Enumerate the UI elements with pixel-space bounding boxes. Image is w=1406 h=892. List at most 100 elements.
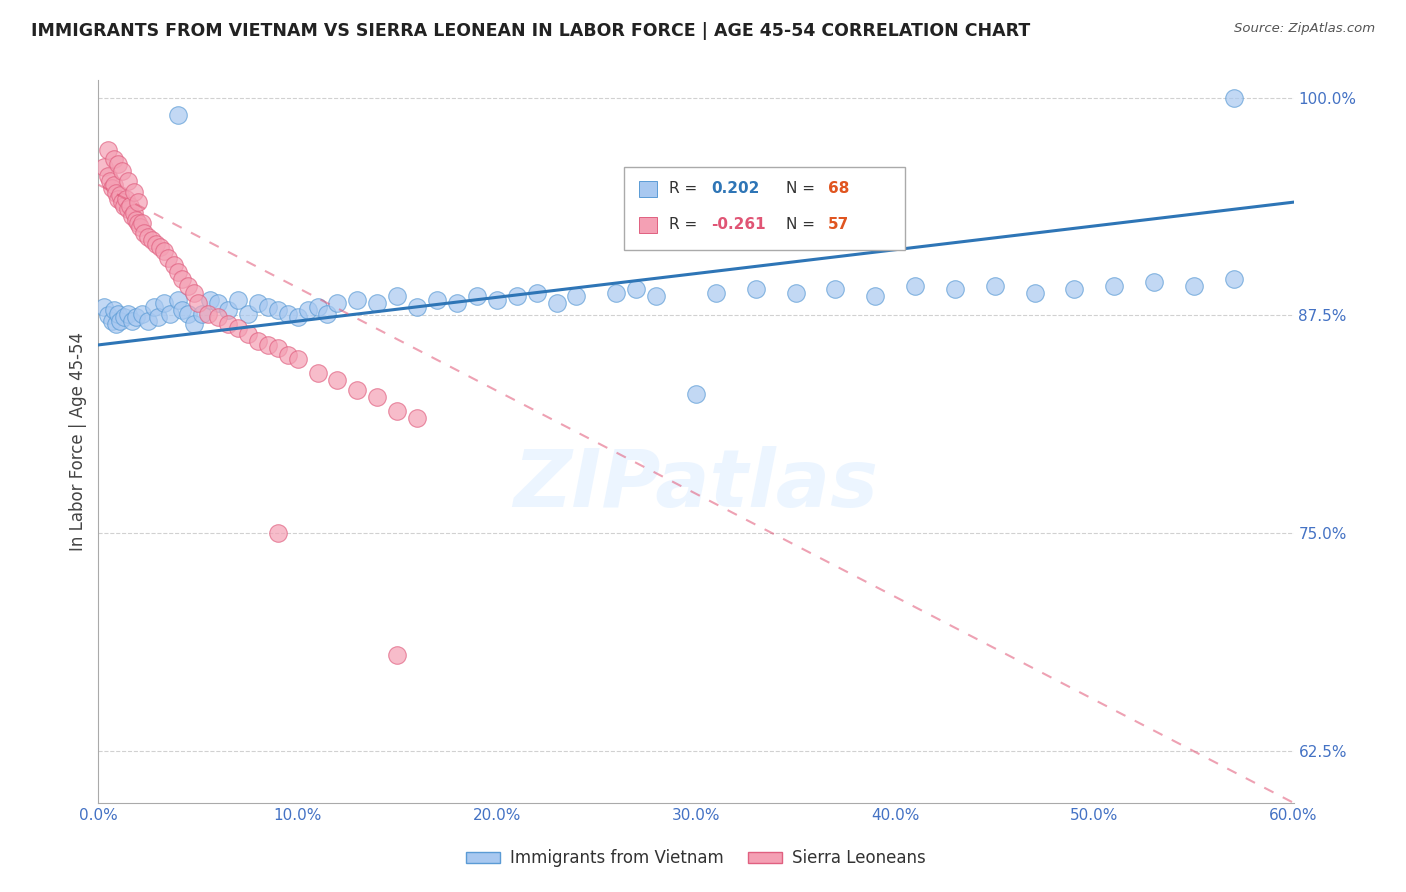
Point bbox=[93, 300, 115, 314]
Point bbox=[172, 272, 194, 286]
Point bbox=[167, 108, 190, 122]
Point bbox=[101, 313, 124, 327]
Point bbox=[366, 296, 388, 310]
Point bbox=[177, 278, 200, 293]
Text: N =: N = bbox=[786, 181, 820, 196]
Point bbox=[163, 258, 186, 272]
Point bbox=[236, 307, 259, 321]
Point bbox=[385, 404, 409, 418]
Point bbox=[943, 282, 966, 296]
Point bbox=[267, 303, 290, 318]
Point bbox=[111, 195, 134, 210]
Point bbox=[287, 351, 309, 366]
Point bbox=[136, 230, 159, 244]
Point bbox=[149, 240, 172, 254]
Point bbox=[103, 178, 125, 192]
Point bbox=[485, 293, 508, 307]
Point bbox=[153, 296, 176, 310]
Point bbox=[187, 296, 209, 310]
Point bbox=[506, 289, 529, 303]
Point bbox=[177, 307, 200, 321]
Point bbox=[107, 192, 129, 206]
Point bbox=[125, 212, 148, 227]
Point bbox=[267, 525, 290, 540]
Point bbox=[645, 289, 668, 303]
Point bbox=[198, 293, 221, 307]
Point bbox=[446, 296, 468, 310]
Text: Source: ZipAtlas.com: Source: ZipAtlas.com bbox=[1234, 22, 1375, 36]
Point bbox=[153, 244, 176, 258]
Point bbox=[136, 313, 159, 327]
Point bbox=[159, 307, 181, 321]
Point bbox=[98, 174, 122, 188]
Point bbox=[143, 300, 166, 314]
Point bbox=[107, 157, 129, 171]
Point bbox=[129, 219, 152, 234]
Point bbox=[115, 192, 138, 206]
Point bbox=[236, 327, 259, 342]
Point bbox=[904, 278, 927, 293]
Point bbox=[297, 303, 319, 318]
Point bbox=[124, 205, 146, 219]
Point bbox=[117, 307, 139, 321]
Point bbox=[366, 390, 388, 404]
Point bbox=[704, 285, 727, 300]
Point bbox=[217, 317, 239, 331]
Point bbox=[246, 296, 269, 310]
Point bbox=[307, 366, 329, 380]
Point bbox=[103, 152, 125, 166]
Point bbox=[626, 282, 648, 296]
Point bbox=[217, 303, 239, 318]
Point bbox=[107, 307, 129, 321]
Point bbox=[1223, 272, 1246, 286]
Point bbox=[246, 334, 269, 349]
Legend: Immigrants from Vietnam, Sierra Leoneans: Immigrants from Vietnam, Sierra Leoneans bbox=[460, 843, 932, 874]
Point bbox=[183, 285, 205, 300]
Point bbox=[385, 648, 409, 662]
Text: R =: R = bbox=[669, 181, 702, 196]
Point bbox=[307, 300, 329, 314]
Point bbox=[406, 411, 429, 425]
Text: ZIPatlas: ZIPatlas bbox=[513, 446, 879, 524]
Point bbox=[426, 293, 449, 307]
Point bbox=[346, 383, 368, 397]
Point bbox=[207, 310, 229, 324]
Point bbox=[183, 317, 205, 331]
Point bbox=[745, 282, 768, 296]
Text: 57: 57 bbox=[828, 218, 849, 232]
Text: R =: R = bbox=[669, 218, 702, 232]
Point bbox=[191, 307, 214, 321]
Point bbox=[1063, 282, 1085, 296]
Point bbox=[1104, 278, 1126, 293]
Point bbox=[103, 303, 125, 318]
Point bbox=[157, 251, 180, 265]
Point bbox=[112, 310, 135, 324]
Point bbox=[121, 313, 143, 327]
Point bbox=[127, 216, 149, 230]
Point bbox=[167, 265, 190, 279]
Point bbox=[526, 285, 548, 300]
Point bbox=[127, 195, 149, 210]
Point bbox=[145, 236, 167, 251]
Point bbox=[93, 161, 115, 175]
Point bbox=[120, 199, 142, 213]
Point bbox=[134, 227, 156, 241]
Point bbox=[287, 310, 309, 324]
Point bbox=[117, 202, 139, 216]
Point bbox=[256, 300, 278, 314]
Point bbox=[984, 278, 1007, 293]
Point bbox=[141, 234, 163, 248]
Point bbox=[326, 373, 349, 387]
Point bbox=[112, 199, 135, 213]
Point bbox=[277, 348, 299, 362]
Point bbox=[565, 289, 588, 303]
FancyBboxPatch shape bbox=[624, 167, 905, 250]
Point bbox=[316, 307, 339, 321]
Point bbox=[97, 308, 120, 322]
Point bbox=[1143, 275, 1166, 289]
Point bbox=[346, 293, 368, 307]
Text: IMMIGRANTS FROM VIETNAM VS SIERRA LEONEAN IN LABOR FORCE | AGE 45-54 CORRELATION: IMMIGRANTS FROM VIETNAM VS SIERRA LEONEA… bbox=[31, 22, 1031, 40]
Point bbox=[406, 300, 429, 314]
Point bbox=[131, 216, 153, 230]
Text: N =: N = bbox=[786, 218, 820, 232]
